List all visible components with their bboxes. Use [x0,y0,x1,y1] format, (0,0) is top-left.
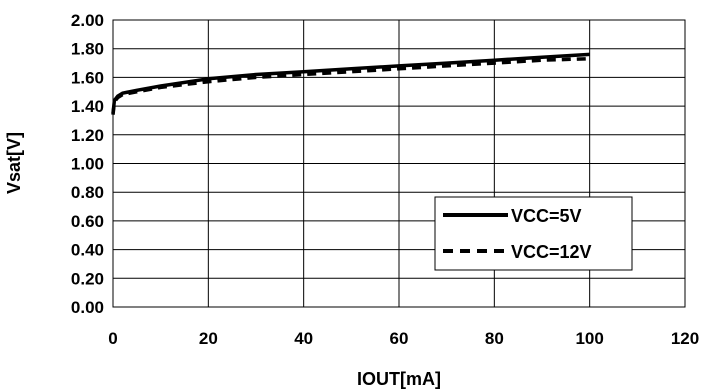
legend-label-vcc-12v: VCC=12V [511,242,592,262]
legend: VCC=5V VCC=12V [434,196,633,271]
y-tick-label: 1.20 [71,126,104,145]
legend-label-vcc-5v: VCC=5V [511,206,582,226]
y-tick-label: 0.00 [71,298,104,317]
series-lines [111,52,590,115]
x-tick-label: 80 [485,329,504,348]
x-tick-label: 20 [199,329,218,348]
x-axis-title: IOUT[mA] [357,369,441,389]
y-tick-label: 1.60 [71,68,104,87]
y-tick-label: 0.80 [71,183,104,202]
x-tick-label: 100 [575,329,603,348]
y-tick-label: 1.80 [71,40,104,59]
x-tick-label: 0 [108,329,117,348]
x-tick-labels: 0 20 40 60 80 100 120 [108,329,699,348]
y-tick-label: 1.00 [71,155,104,174]
x-tick-label: 120 [671,329,699,348]
legend-box [434,196,633,271]
y-tick-label: 0.60 [71,212,104,231]
y-tick-label: 2.00 [71,11,104,30]
series-line-vcc-12v [111,56,590,115]
y-tick-label: 0.20 [71,269,104,288]
y-tick-label: 1.40 [71,97,104,116]
y-tick-labels: 0.00 0.20 0.40 0.60 0.80 1.00 1.20 1.40 1.60 1.80… [71,11,104,317]
y-tick-label: 0.40 [71,241,104,260]
x-tick-label: 60 [390,329,409,348]
x-tick-label: 40 [294,329,313,348]
plot-frame [112,19,686,308]
y-axis-title: Vsat[V] [4,132,24,194]
